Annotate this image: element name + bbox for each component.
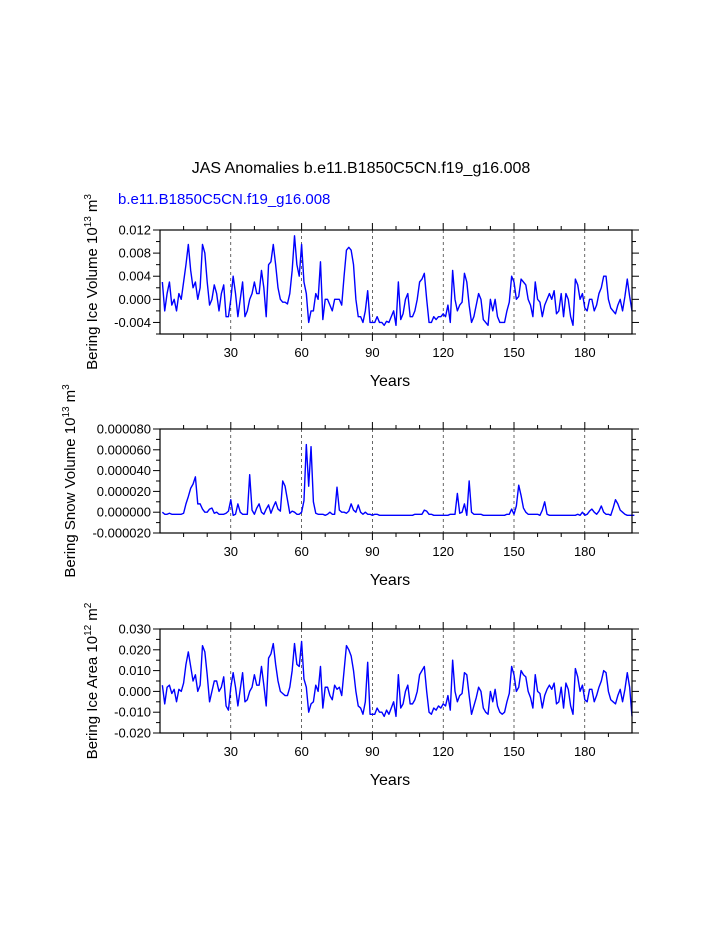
y-tick-label: -0.020 (114, 726, 151, 741)
x-tick-label: 30 (224, 544, 238, 559)
x-tick-label: 180 (574, 544, 596, 559)
y-tick-label: 0.000080 (97, 422, 151, 437)
y-axis-label-unit: m (84, 200, 101, 213)
plot-frame (159, 428, 633, 534)
y-axis-label-unit-exponent: 3 (83, 194, 94, 200)
y-tick-label: 0.020 (118, 642, 151, 657)
x-tick-label: 60 (294, 744, 308, 759)
x-tick-label: 60 (294, 544, 308, 559)
x-axis-label: Years (370, 772, 410, 789)
y-axis-label-unit-exponent: 3 (61, 384, 72, 390)
panel-ice-area: -0.020 -0.010 0.000 0.010 0.020 0.030 30 60 90 12… (83, 602, 639, 789)
x-tick-label: 120 (432, 345, 454, 360)
series-line (161, 235, 633, 327)
y-tick-label: 0.008 (118, 246, 151, 261)
panel-snow-volume: -0.000020 0.000000 0.000020 0.000040 0.00006… (61, 384, 639, 589)
y-tick-label: 0.030 (118, 622, 151, 637)
x-tick-label: 150 (503, 345, 525, 360)
x-axis-label: Years (370, 373, 410, 390)
y-tick-label: -0.000020 (92, 526, 151, 541)
plot-frame (159, 628, 633, 734)
y-axis-label-exponent: 13 (83, 216, 94, 228)
y-tick-label: 0.012 (118, 223, 151, 238)
x-tick-label: 90 (365, 744, 379, 759)
panel-ice-volume: -0.004 0.000 0.004 0.008 0.012 30 60 90 120 150 18… (83, 194, 639, 390)
x-tick-label: 90 (365, 544, 379, 559)
y-axis-label-unit-exponent: 2 (83, 602, 94, 608)
y-tick-label: 0.000040 (97, 463, 151, 478)
y-axis-label-main: Bering Snow Volume 10 (62, 418, 79, 578)
y-axis-label-exponent: 12 (83, 624, 94, 636)
x-tick-label: 150 (503, 544, 525, 559)
y-axis-label: Bering Ice Area 1012 m2 (83, 602, 101, 759)
x-tick-label: 180 (574, 744, 596, 759)
y-tick-label: -0.010 (114, 705, 151, 720)
x-tick-label: 90 (365, 345, 379, 360)
y-axis-label-unit: m (84, 608, 101, 621)
y-axis-label-exponent: 13 (61, 406, 72, 418)
x-tick-label: 150 (503, 744, 525, 759)
y-axis-label-unit: m (62, 390, 79, 403)
y-axis-label: Bering Ice Volume 1013 m3 (83, 194, 101, 370)
panels: -0.004 0.000 0.004 0.008 0.012 30 60 90 120 150 18… (61, 194, 639, 789)
y-tick-label: 0.004 (118, 269, 151, 284)
y-axis-label-main: Bering Ice Volume 10 (84, 227, 101, 370)
y-tick-label: 0.010 (118, 663, 151, 678)
y-tick-label: -0.004 (114, 315, 151, 330)
x-tick-label: 120 (432, 544, 454, 559)
series-line (161, 443, 635, 517)
y-tick-label: 0.000 (118, 684, 151, 699)
y-axis-label: Bering Snow Volume 1013 m3 (61, 384, 79, 578)
x-axis-label: Years (370, 572, 410, 589)
y-axis-label-main: Bering Ice Area 10 (84, 636, 101, 759)
case-label: b.e11.B1850C5CN.f19_g16.008 (118, 191, 330, 208)
y-tick-label: 0.000 (118, 292, 151, 307)
x-tick-label: 30 (224, 345, 238, 360)
x-tick-label: 180 (574, 345, 596, 360)
y-tick-label: 0.000020 (97, 484, 151, 499)
x-tick-label: 60 (294, 345, 308, 360)
series-line (161, 640, 633, 718)
x-tick-label: 30 (224, 744, 238, 759)
y-tick-label: 0.000000 (97, 505, 151, 520)
y-tick-label: 0.000060 (97, 442, 151, 457)
x-tick-label: 120 (432, 744, 454, 759)
figure-title: JAS Anomalies b.e11.B1850C5CN.f19_g16.00… (192, 160, 531, 177)
